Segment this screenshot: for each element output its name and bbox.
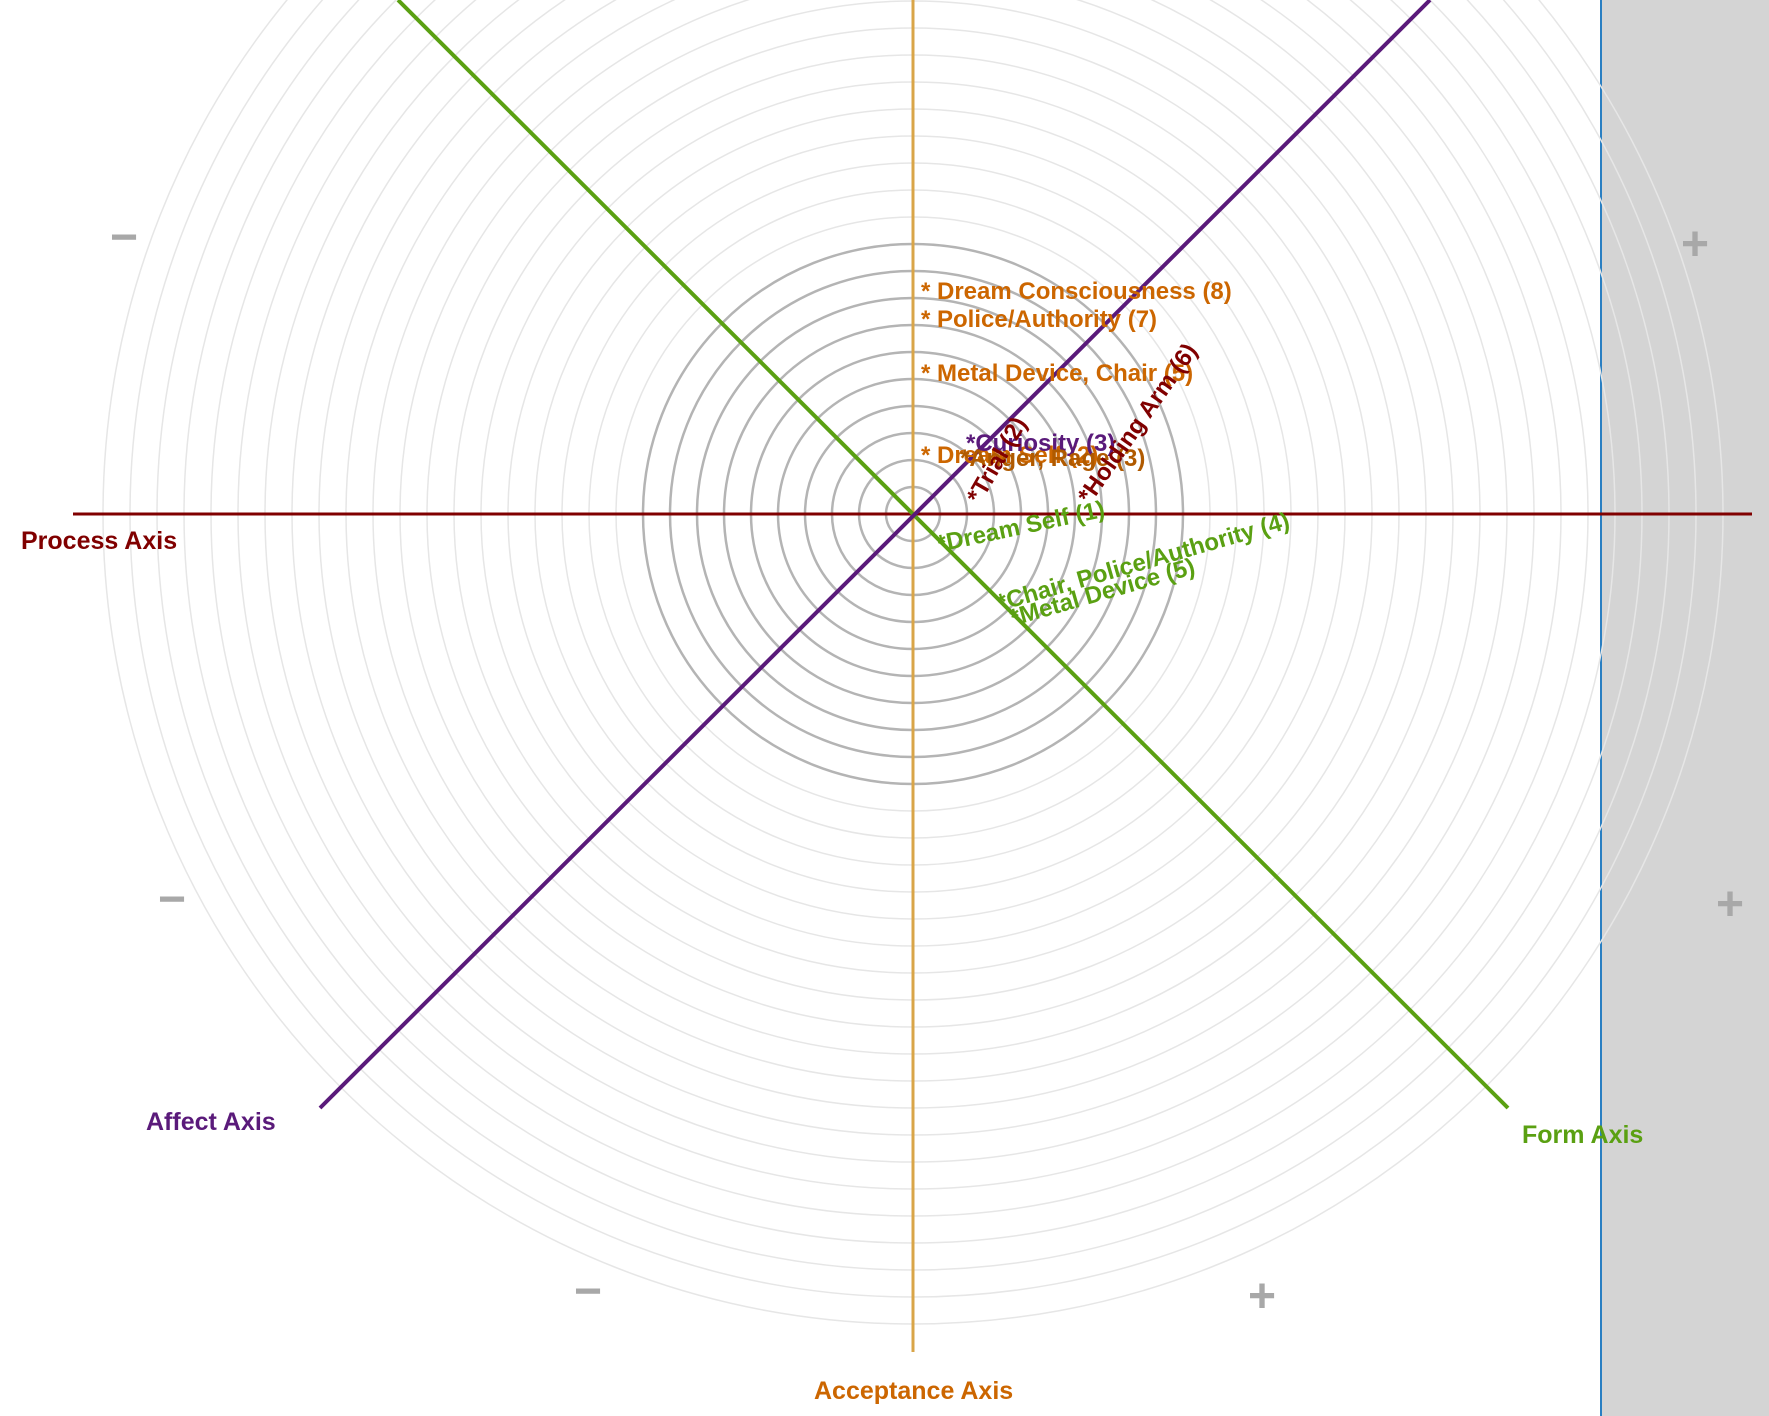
form-axis-label: Form Axis (1522, 1121, 1643, 1149)
acceptance-axis-label: Acceptance Axis (814, 1377, 1013, 1405)
affect-item-label: *Curiosity (3) (966, 430, 1115, 457)
plus-sign: + (1716, 878, 1744, 931)
acceptance-item-label: * Dream Self (2) (921, 442, 1098, 469)
process-axis-label: Process Axis (21, 527, 177, 555)
acceptance-item-label: * Police/Authority (7) (921, 306, 1157, 333)
minus-sign: − (110, 211, 138, 264)
affect-axis-line (318, 0, 1432, 1110)
acceptance-item-label: * Dream Consciousness (8) (921, 278, 1232, 305)
acceptance-item-label: * Metal Device, Chair (5) (921, 360, 1193, 387)
minus-sign: − (574, 1265, 602, 1318)
minus-sign: − (158, 873, 186, 926)
affect-axis-label: Affect Axis (146, 1108, 276, 1136)
plus-sign: + (1681, 218, 1709, 271)
plus-sign: + (1248, 1270, 1276, 1323)
side-panel (1600, 0, 1769, 1416)
form-axis-line (396, 0, 1510, 1110)
affect-item-label: *Anger, Rage (3) (960, 445, 1145, 472)
